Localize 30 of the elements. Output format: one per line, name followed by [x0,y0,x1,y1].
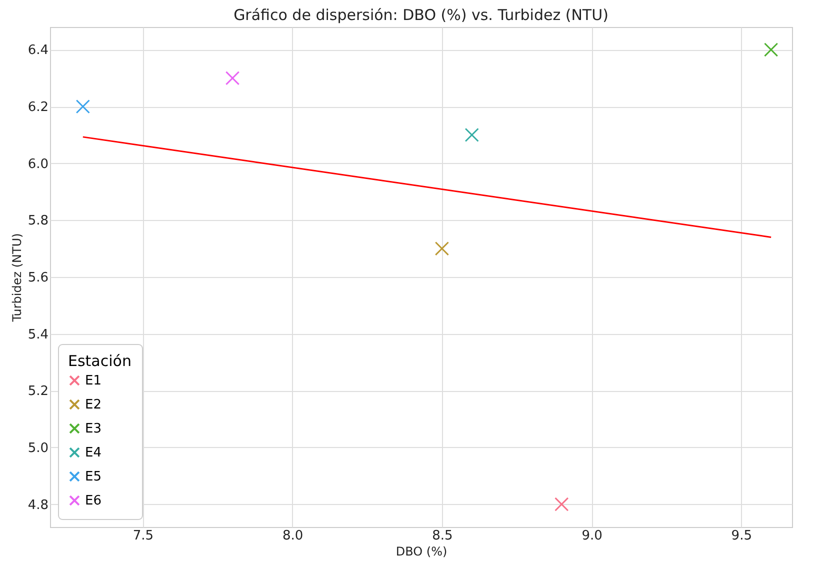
x-tick-label: 9.0 [582,528,602,544]
point [225,71,240,86]
legend-label: E4 [85,446,102,460]
legend-label: E3 [85,422,102,436]
point [554,497,569,512]
y-tick-label: 5.6 [28,270,48,286]
x-tick-label: 7.5 [132,528,154,544]
legend-label: E6 [85,494,102,508]
x-tick-label: 8.5 [432,528,453,544]
y-axis-title: Turbidez (NTU) [10,233,24,323]
y-tick-label: 6.4 [28,43,48,58]
x-tick-label: 9.5 [731,528,752,544]
x-tick-label: 8.0 [282,528,304,544]
legend-label: E5 [85,470,102,484]
y-tick-label: 5.8 [28,214,48,229]
legend-label: E2 [85,398,102,412]
y-tick-label: 6.0 [28,156,48,172]
point [76,99,90,114]
y-tick-label: 6.2 [28,100,48,116]
legend-label: E1 [85,374,102,388]
legend-title: Estación [68,352,132,370]
point [464,128,479,142]
y-tick-label: 5.2 [28,384,48,400]
y-tick-label: 5.0 [28,440,48,456]
point [434,242,450,256]
chart-title: Gráfico de dispersión: DBO (%) vs. Turbidez (NTU) [234,6,608,24]
point [764,42,778,57]
y-tick-label: 5.4 [28,327,48,342]
x-axis-title: DBO (%) [396,544,448,558]
y-tick-label: 4.8 [28,498,48,513]
